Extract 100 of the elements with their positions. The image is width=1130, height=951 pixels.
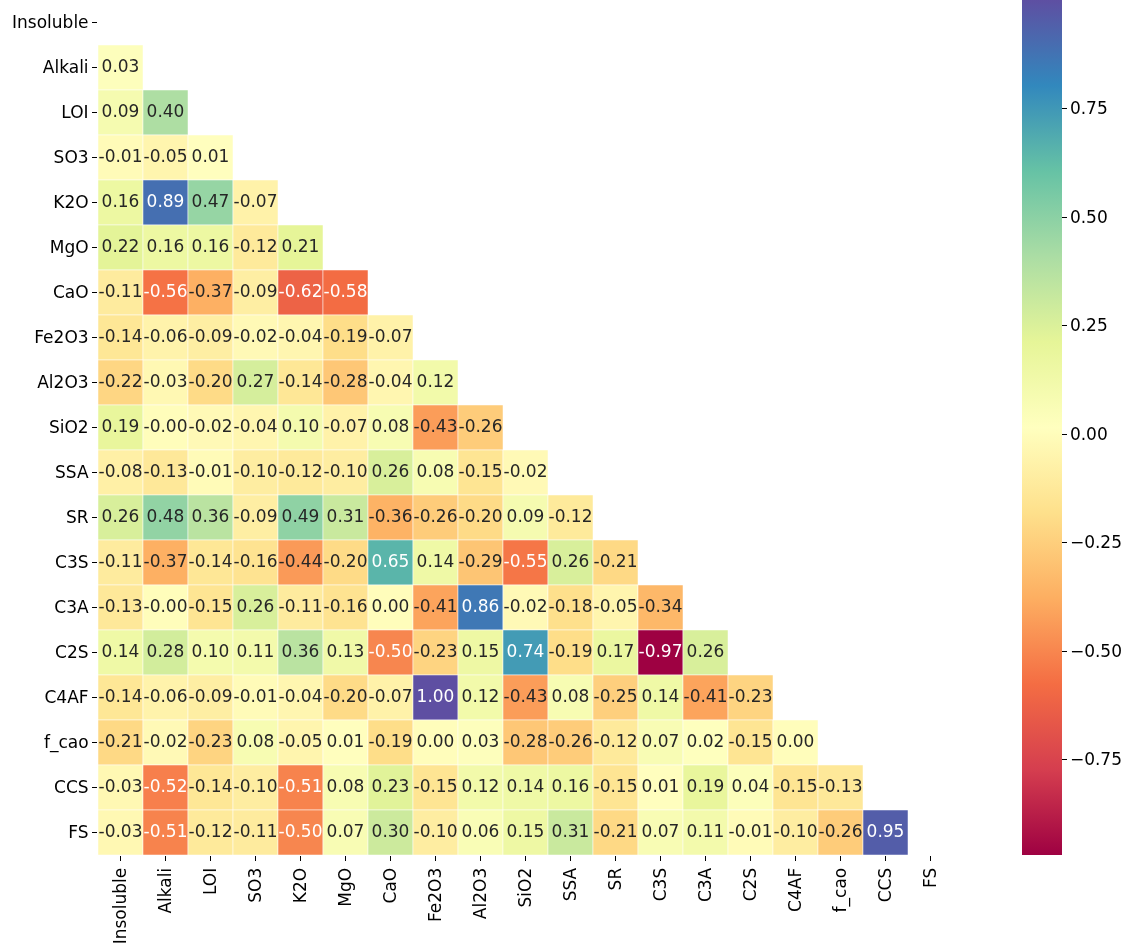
data-label: -0.10 (413, 820, 458, 841)
data-label: 0.74 (506, 640, 545, 661)
data-label: 0.00 (416, 730, 455, 751)
data-label: -0.26 (413, 505, 458, 526)
data-label: -0.12 (233, 235, 278, 256)
data-label: -0.11 (233, 820, 278, 841)
data-label: 0.26 (551, 550, 590, 571)
color-bar-label: 0.50 (1069, 206, 1108, 227)
y-tick-label: f_cao (43, 732, 89, 754)
data-label: -0.11 (98, 280, 143, 301)
data-label: -0.20 (323, 550, 368, 571)
data-label: 0.14 (506, 775, 545, 796)
data-label: 0.14 (416, 550, 455, 571)
x-tick-label: MgO (335, 867, 356, 907)
data-label: -0.04 (278, 685, 323, 706)
data-label: -0.09 (188, 685, 233, 706)
data-label: -0.51 (278, 775, 323, 796)
data-label: -0.02 (233, 325, 278, 346)
data-label: -0.10 (233, 460, 278, 481)
data-label: -0.34 (638, 595, 683, 616)
data-label: -0.09 (233, 280, 278, 301)
data-label: 0.26 (236, 595, 275, 616)
x-tick-label: LOI (200, 867, 221, 896)
data-label: -0.50 (368, 640, 413, 661)
data-label: -0.15 (728, 730, 773, 751)
data-label: -0.01 (728, 820, 773, 841)
data-label: -0.20 (188, 370, 233, 391)
data-label: 0.13 (326, 640, 365, 661)
x-tick-label: C3A (695, 867, 716, 903)
x-tick-label: C2S (740, 867, 761, 902)
data-label: -0.44 (278, 550, 323, 571)
data-label: 0.12 (461, 685, 500, 706)
data-label: 0.31 (551, 820, 590, 841)
y-tick-label: SiO2 (48, 417, 89, 438)
data-label: 0.04 (731, 775, 770, 796)
data-label: 1.00 (416, 685, 455, 706)
y-tick-label: SR (65, 507, 89, 528)
data-label: 0.11 (686, 820, 725, 841)
x-tick-label: SR (605, 867, 626, 891)
data-label: 0.10 (191, 640, 230, 661)
data-label: -0.26 (548, 730, 593, 751)
data-label: -0.00 (143, 415, 188, 436)
data-label: -0.05 (278, 730, 323, 751)
data-label: -0.19 (368, 730, 413, 751)
data-label: -0.02 (188, 415, 233, 436)
data-label: -0.11 (278, 595, 323, 616)
data-label: -0.03 (98, 820, 143, 841)
data-label: -0.20 (458, 505, 503, 526)
data-label: -0.14 (98, 685, 143, 706)
data-label: 0.19 (686, 775, 725, 796)
data-label: -0.13 (98, 595, 143, 616)
data-label: 0.26 (371, 460, 410, 481)
y-tick-label: CCS (54, 777, 89, 798)
data-label: -0.20 (323, 685, 368, 706)
data-label: -0.51 (143, 820, 188, 841)
data-label: 0.08 (326, 775, 365, 796)
data-label: 0.07 (641, 820, 680, 841)
x-tick-label: C3S (650, 867, 671, 902)
y-tick-label: LOI (61, 102, 89, 123)
data-label: 0.08 (236, 730, 275, 751)
x-tick-label: SSA (560, 867, 581, 902)
x-tick-label: FS (920, 867, 941, 889)
data-label: 0.16 (146, 235, 185, 256)
data-label: -0.10 (323, 460, 368, 481)
color-bar-label: −0.25 (1069, 532, 1123, 553)
data-label: -0.58 (323, 280, 368, 301)
data-label: -0.23 (413, 640, 458, 661)
data-label: 0.27 (236, 370, 275, 391)
data-label: 0.03 (461, 730, 500, 751)
data-label: 0.03 (101, 55, 140, 76)
data-label: 0.49 (281, 505, 320, 526)
y-tick-label: Alkali (42, 57, 89, 78)
data-label: 0.01 (326, 730, 365, 751)
data-label: -0.12 (278, 460, 323, 481)
data-label: 0.30 (371, 820, 410, 841)
data-label: 0.08 (551, 685, 590, 706)
data-label: -0.15 (413, 775, 458, 796)
y-tick-label: C3S (55, 552, 89, 573)
data-label: 0.01 (191, 145, 230, 166)
data-label: 0.26 (686, 640, 725, 661)
data-label: 0.36 (281, 640, 320, 661)
data-label: -0.03 (98, 775, 143, 796)
data-label: -0.22 (98, 370, 143, 391)
data-label: -0.29 (458, 550, 503, 571)
data-label: 0.08 (371, 415, 410, 436)
y-tick-label: FS (68, 822, 89, 843)
data-label: -0.15 (458, 460, 503, 481)
data-label: -0.15 (773, 775, 818, 796)
x-tick-label: CaO (380, 867, 401, 904)
color-bar-label: −0.75 (1069, 749, 1123, 770)
data-label: 0.16 (191, 235, 230, 256)
data-label: 0.21 (281, 235, 320, 256)
data-label: -0.25 (593, 685, 638, 706)
data-label: -0.21 (98, 730, 143, 751)
data-label: -0.04 (233, 415, 278, 436)
data-label: -0.07 (368, 685, 413, 706)
data-label: -0.07 (368, 325, 413, 346)
data-label: -0.28 (323, 370, 368, 391)
data-label: 0.15 (461, 640, 500, 661)
x-tick-label: SO3 (245, 867, 266, 903)
